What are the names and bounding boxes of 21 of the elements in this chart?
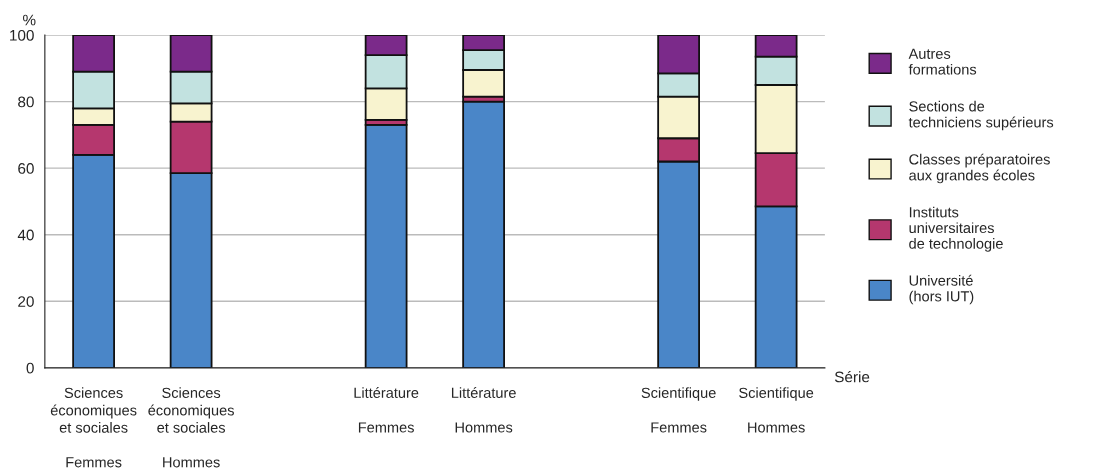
category-label: Littérature Femmes — [354, 387, 419, 433]
y-tick-label: 100 — [10, 29, 34, 41]
y-tick-label: 60 — [18, 163, 34, 174]
legend-label: Autres formations — [908, 48, 977, 75]
category-label: Sciences économiques et sociales Femmes — [50, 387, 137, 468]
y-axis-title: % — [23, 14, 36, 26]
y-tick-label: 0 — [26, 362, 34, 374]
legend-label: Instituts universitaires de technologie — [909, 206, 1003, 252]
y-tick-label: 40 — [17, 229, 34, 241]
x-axis-title: Série — [834, 370, 870, 383]
category-label: Littérature Hommes — [451, 387, 516, 433]
legend-label: Université (hors IUT) — [909, 274, 974, 305]
y-tick-label: 80 — [18, 96, 34, 108]
category-label: Sciences économiques et sociales Hommes — [148, 387, 234, 468]
legend-label: Sections de techniciens supérieurs — [908, 100, 1054, 131]
category-label: Scientifique Femmes — [641, 387, 716, 433]
legend-label: Classes préparatoires aux grandes écoles — [909, 153, 1050, 184]
bar — [364, 124, 408, 368]
category-label: Scientifique Hommes — [739, 387, 814, 433]
bar — [462, 100, 505, 368]
y-tick-label: 20 — [18, 296, 34, 307]
